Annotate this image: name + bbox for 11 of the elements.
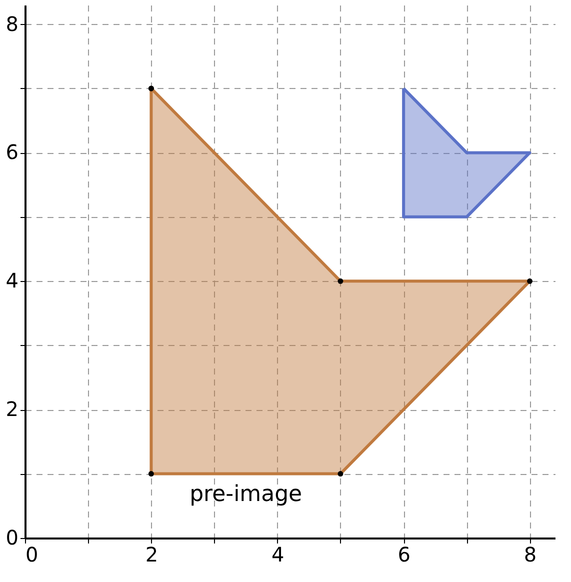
y-tick-label: 2 bbox=[6, 397, 18, 422]
x-tick-label: 6 bbox=[398, 542, 410, 566]
y-tick-label: 0 bbox=[6, 526, 18, 550]
x-tick-label: 4 bbox=[272, 542, 284, 566]
x-tick-label: 0 bbox=[26, 542, 38, 566]
x-tick-label: 8 bbox=[524, 542, 537, 566]
annotation: pre-image bbox=[190, 482, 302, 507]
y-tick-label: 8 bbox=[6, 12, 18, 36]
y-tick-label: 6 bbox=[6, 140, 18, 164]
y-tick-label: 4 bbox=[6, 268, 18, 293]
x-tick-label: 2 bbox=[145, 542, 158, 566]
